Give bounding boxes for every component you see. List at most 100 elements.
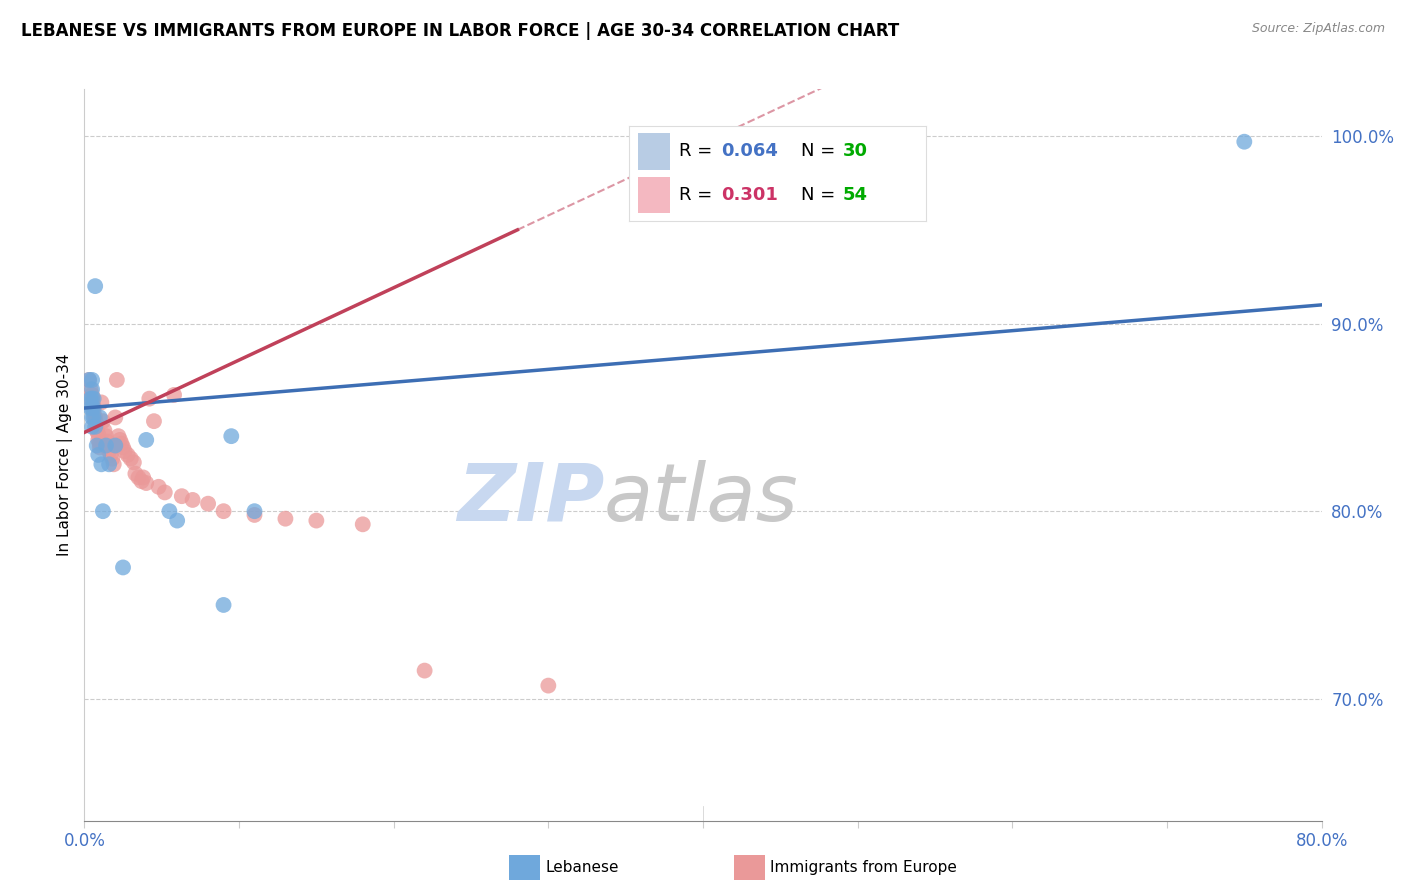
Point	[82, 395, 104, 409]
Point	[166, 514, 188, 528]
Point	[104, 438, 127, 452]
Point	[86, 417, 108, 432]
Point	[79, 382, 101, 396]
Point	[159, 504, 181, 518]
Point	[83, 410, 105, 425]
Point	[153, 485, 176, 500]
Point	[110, 436, 132, 450]
Point	[135, 433, 157, 447]
Text: Immigrants from Europe: Immigrants from Europe	[770, 860, 957, 874]
Point	[77, 373, 100, 387]
Point	[413, 664, 436, 678]
Point	[98, 438, 121, 452]
Point	[143, 414, 166, 428]
Text: atlas: atlas	[605, 459, 799, 538]
Point	[97, 434, 120, 449]
Point	[79, 401, 101, 415]
Text: N =: N =	[801, 186, 841, 204]
Point	[212, 504, 235, 518]
Point	[112, 441, 135, 455]
Point	[243, 508, 266, 522]
Point	[84, 279, 107, 293]
Point	[124, 467, 146, 481]
Point	[86, 438, 108, 452]
Point	[117, 448, 139, 462]
Point	[132, 470, 155, 484]
Point	[82, 382, 104, 396]
Point	[103, 458, 125, 472]
Point	[100, 448, 122, 462]
Point	[108, 433, 131, 447]
Text: Lebanese: Lebanese	[546, 860, 619, 874]
Text: ZIP: ZIP	[457, 459, 605, 538]
Point	[82, 392, 104, 406]
Point	[105, 373, 128, 387]
Point	[82, 388, 104, 402]
Text: 0.064: 0.064	[721, 143, 778, 161]
Point	[82, 373, 104, 387]
Point	[91, 504, 114, 518]
Point	[163, 388, 186, 402]
Point	[181, 492, 204, 507]
Point	[89, 410, 111, 425]
Point	[537, 679, 560, 693]
Point	[104, 410, 127, 425]
Point	[83, 392, 105, 406]
Point	[83, 401, 105, 415]
Point	[274, 511, 297, 525]
Point	[91, 414, 114, 428]
Point	[90, 458, 112, 472]
Bar	[638, 134, 671, 169]
Point	[90, 395, 112, 409]
Point	[107, 429, 129, 443]
Point	[101, 451, 124, 466]
Point	[87, 433, 110, 447]
Point	[89, 441, 111, 455]
Point	[114, 444, 136, 458]
Point	[87, 448, 110, 462]
Text: Source: ZipAtlas.com: Source: ZipAtlas.com	[1251, 22, 1385, 36]
Point	[84, 410, 107, 425]
Text: LEBANESE VS IMMIGRANTS FROM EUROPE IN LABOR FORCE | AGE 30-34 CORRELATION CHART: LEBANESE VS IMMIGRANTS FROM EUROPE IN LA…	[21, 22, 900, 40]
Point	[98, 444, 121, 458]
Point	[89, 436, 111, 450]
Point	[82, 410, 104, 425]
Point	[135, 476, 157, 491]
Text: N =: N =	[801, 143, 841, 161]
Point	[131, 474, 153, 488]
Point	[1233, 135, 1256, 149]
Point	[84, 414, 107, 428]
Point	[83, 399, 105, 413]
Point	[212, 598, 235, 612]
Point	[221, 429, 243, 443]
Point	[94, 438, 117, 452]
Point	[93, 424, 115, 438]
Point	[128, 470, 150, 484]
Point	[98, 458, 121, 472]
Point	[197, 497, 219, 511]
Point	[138, 392, 160, 406]
Point	[120, 451, 142, 466]
Text: 54: 54	[842, 186, 868, 204]
Text: 30: 30	[842, 143, 868, 161]
Point	[77, 373, 100, 387]
Point	[86, 424, 108, 438]
Point	[122, 455, 145, 469]
Text: R =: R =	[679, 186, 718, 204]
Point	[352, 517, 374, 532]
Point	[82, 401, 104, 415]
Point	[148, 480, 170, 494]
Point	[79, 392, 101, 406]
Point	[83, 405, 105, 419]
Text: 0.301: 0.301	[721, 186, 778, 204]
Point	[82, 419, 104, 434]
Point	[94, 429, 117, 443]
Point	[112, 560, 135, 574]
Point	[84, 419, 107, 434]
Point	[87, 427, 110, 442]
Point	[243, 504, 266, 518]
Point	[170, 489, 193, 503]
Y-axis label: In Labor Force | Age 30-34: In Labor Force | Age 30-34	[58, 353, 73, 557]
Point	[305, 514, 328, 528]
Bar	[638, 178, 671, 213]
